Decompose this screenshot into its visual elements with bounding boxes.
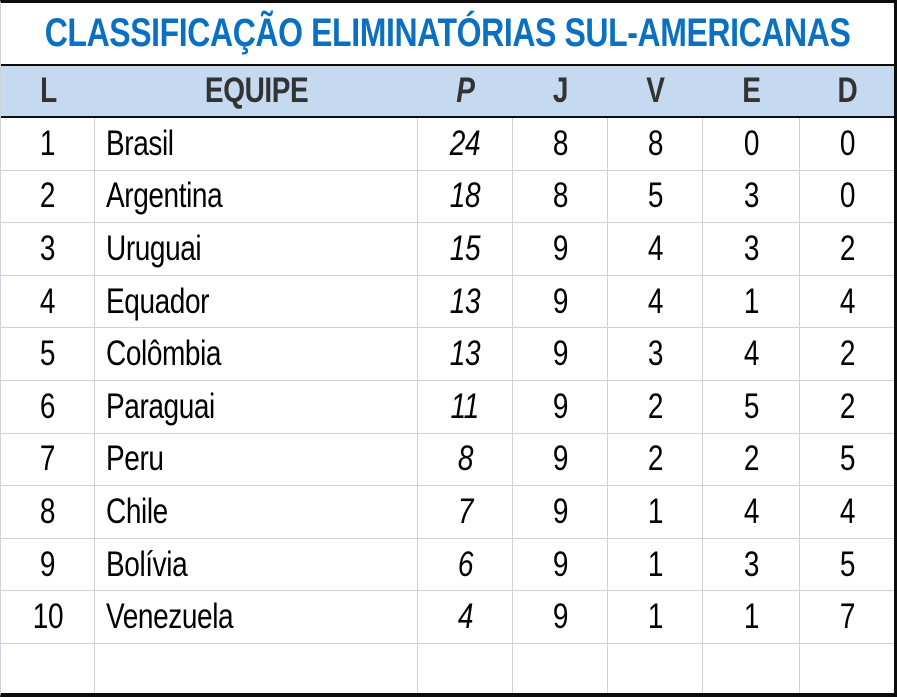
empty-cell	[418, 643, 513, 693]
cell-pos: 9	[1, 538, 95, 592]
cell-played: 8	[513, 118, 608, 171]
cell-draws: 1	[703, 275, 800, 329]
cell-points: 4	[418, 591, 513, 644]
table-row: 4 Equador 13 9 4 1 4	[1, 275, 894, 329]
cell-losses: 7	[800, 591, 894, 644]
cell-wins: 3	[608, 328, 703, 381]
cell-pos: 3	[1, 223, 95, 276]
cell-points: 8	[418, 433, 513, 487]
cell-losses: 0	[800, 118, 894, 171]
cell-team: Bolívia	[95, 538, 418, 592]
cell-team: Argentina	[95, 170, 418, 224]
cell-pos: 4	[1, 275, 95, 329]
col-header-played: J	[552, 71, 569, 110]
empty-cell	[800, 644, 894, 693]
cell-played: 9	[513, 380, 608, 434]
cell-losses: 0	[800, 171, 894, 224]
cell-wins: 5	[608, 170, 703, 224]
cell-points: 18	[418, 170, 513, 224]
cell-points: 11	[418, 380, 513, 434]
page-title: CLASSIFICAÇÃO ELIMINATÓRIAS SUL-AMERICAN…	[44, 11, 851, 55]
cell-wins: 1	[608, 591, 703, 644]
cell-points: 7	[418, 486, 513, 539]
cell-wins: 8	[608, 118, 703, 171]
cell-draws: 4	[703, 486, 800, 539]
cell-losses: 4	[800, 486, 894, 539]
cell-played: 9	[513, 486, 608, 539]
cell-wins: 2	[608, 433, 703, 487]
table-row: 3 Uruguai 15 9 4 3 2	[1, 223, 894, 276]
cell-draws: 5	[703, 380, 800, 434]
cell-pos: 5	[1, 328, 95, 381]
cell-losses: 5	[800, 434, 894, 487]
cell-team: Paraguai	[95, 380, 418, 434]
col-header-team: EQUIPE	[204, 71, 309, 110]
cell-team: Venezuela	[95, 591, 418, 644]
cell-pos: 8	[1, 486, 95, 539]
cell-draws: 3	[703, 538, 800, 592]
col-header-losses: D	[837, 71, 857, 110]
table-row: 10 Venezuela 4 9 1 1 7	[1, 591, 894, 644]
cell-team: Brasil	[95, 118, 418, 171]
cell-draws: 0	[703, 118, 800, 171]
cell-losses: 4	[800, 276, 894, 329]
col-header-wins: V	[646, 71, 665, 110]
table-row: 6 Paraguai 11 9 2 5 2	[1, 380, 894, 434]
table-header-row: L EQUIPE P J V E D	[1, 66, 894, 118]
cell-wins: 4	[608, 223, 703, 276]
table-row: 8 Chile 7 9 1 4 4	[1, 486, 894, 539]
table-title-row: CLASSIFICAÇÃO ELIMINATÓRIAS SUL-AMERICAN…	[1, 3, 894, 66]
cell-pos: 2	[1, 170, 95, 224]
cell-losses: 5	[800, 539, 894, 592]
cell-pos: 10	[1, 591, 95, 644]
empty-cell	[608, 643, 703, 693]
empty-row	[1, 643, 894, 693]
empty-cell	[1, 643, 95, 693]
cell-played: 9	[513, 223, 608, 276]
cell-played: 9	[513, 328, 608, 381]
cell-team: Chile	[95, 486, 418, 539]
cell-wins: 1	[608, 486, 703, 539]
cell-wins: 4	[608, 275, 703, 329]
cell-draws: 2	[703, 433, 800, 487]
cell-pos: 7	[1, 433, 95, 487]
cell-team: Peru	[95, 433, 418, 487]
cell-team: Uruguai	[95, 223, 418, 276]
col-header-draws: E	[742, 71, 761, 110]
cell-team: Colômbia	[95, 328, 418, 381]
cell-draws: 3	[703, 223, 800, 276]
table-row: 9 Bolívia 6 9 1 3 5	[1, 538, 894, 592]
cell-wins: 2	[608, 380, 703, 434]
empty-cell	[513, 643, 608, 693]
cell-played: 9	[513, 433, 608, 487]
empty-cell	[95, 643, 418, 693]
cell-points: 24	[418, 118, 513, 171]
empty-cell	[703, 643, 800, 693]
table-row: 1 Brasil 24 8 8 0 0	[1, 118, 894, 171]
cell-draws: 4	[703, 328, 800, 381]
table-row: 2 Argentina 18 8 5 3 0	[1, 170, 894, 224]
cell-losses: 2	[800, 381, 894, 434]
cell-played: 9	[513, 538, 608, 592]
cell-draws: 1	[703, 591, 800, 644]
col-header-points: P	[456, 71, 475, 110]
cell-played: 8	[513, 170, 608, 224]
cell-pos: 1	[1, 118, 95, 171]
cell-played: 9	[513, 275, 608, 329]
cell-team: Equador	[95, 275, 418, 329]
col-header-pos: L	[39, 71, 57, 110]
cell-points: 13	[418, 328, 513, 381]
cell-played: 9	[513, 591, 608, 644]
cell-draws: 3	[703, 170, 800, 224]
cell-losses: 2	[800, 223, 894, 276]
cell-points: 15	[418, 223, 513, 276]
cell-wins: 1	[608, 538, 703, 592]
cell-points: 13	[418, 275, 513, 329]
cell-losses: 2	[800, 328, 894, 381]
cell-pos: 6	[1, 380, 95, 434]
table-row: 5 Colômbia 13 9 3 4 2	[1, 328, 894, 381]
cell-points: 6	[418, 538, 513, 592]
table-row: 7 Peru 8 9 2 2 5	[1, 433, 894, 487]
